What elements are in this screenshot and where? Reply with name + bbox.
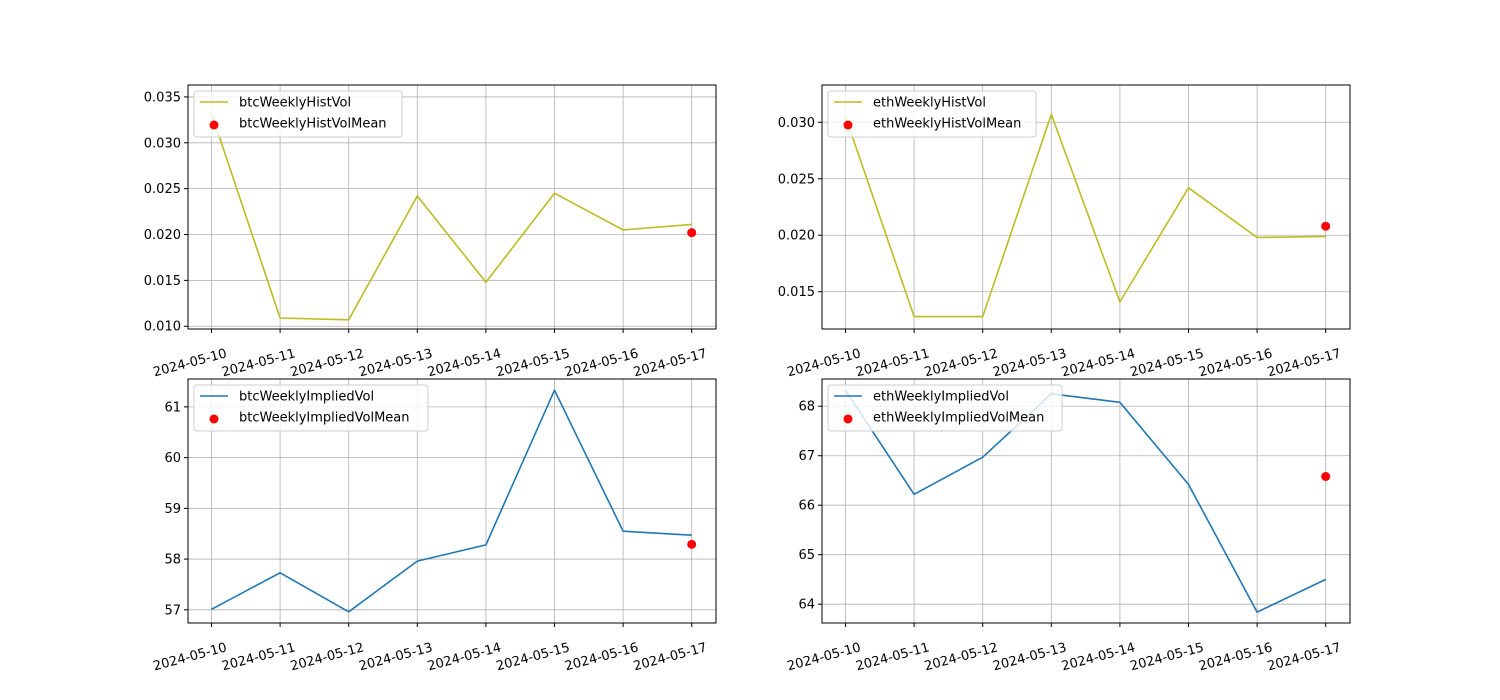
plot-frame — [187, 378, 717, 624]
legend-marker-swatch — [843, 120, 853, 130]
legend-label: ethWeeklyHistVolMean — [873, 117, 1021, 132]
x-tick-label: 2024-05-17 — [632, 640, 709, 674]
x-tick-label: 2024-05-14 — [1060, 640, 1137, 674]
x-tick-label: 2024-05-10 — [786, 346, 863, 380]
series-line-ethWeeklyImpliedVol — [844, 389, 1327, 613]
x-tick-label: 2024-05-15 — [495, 346, 572, 380]
legend-frame — [193, 90, 403, 138]
legend: ethWeeklyHistVol ethWeeklyHistVolMean — [827, 90, 1037, 138]
chart-panel-4: 64 65 66 67 68 2024-05-102024-05-112024-05-12… — [786, 378, 1351, 674]
x-tick-label: 2024-05-11 — [220, 346, 297, 380]
x-tick-label: 2024-05-10 — [152, 640, 229, 674]
legend-frame — [827, 90, 1037, 138]
x-tick-label: 2024-05-11 — [220, 640, 297, 674]
y-tick-label: 0.015 — [144, 274, 181, 289]
legend-frame — [827, 384, 1063, 432]
legend-label: btcWeeklyImpliedVol — [239, 390, 374, 405]
legend-marker-swatch — [209, 414, 219, 424]
scatter-point-ethWeeklyHistVolMean — [1321, 221, 1331, 231]
y-tick-label: 61 — [164, 400, 181, 415]
y-tick-label: 0.020 — [778, 229, 815, 244]
y-tick-label: 0.035 — [144, 90, 181, 105]
y-tick-label: 59 — [164, 502, 181, 517]
legend-label: btcWeeklyHistVolMean — [239, 117, 387, 132]
y-tick-label: 64 — [798, 598, 815, 613]
plot-frame — [187, 84, 717, 330]
y-tick-label: 0.020 — [144, 228, 181, 243]
x-tick-label: 2024-05-11 — [854, 346, 931, 380]
x-tick-label: 2024-05-13 — [991, 346, 1068, 380]
series-line-btcWeeklyImpliedVol — [211, 389, 692, 613]
x-tick-label: 2024-05-13 — [357, 640, 434, 674]
x-tick-label: 2024-05-17 — [1266, 346, 1343, 380]
scatter-point-ethWeeklyImpliedVolMean — [1321, 472, 1331, 482]
x-tick-label: 2024-05-15 — [1129, 346, 1206, 380]
x-tick-label: 2024-05-16 — [1197, 346, 1274, 380]
x-tick-label: 2024-05-13 — [991, 640, 1068, 674]
x-tick-label: 2024-05-12 — [923, 346, 1000, 380]
y-tick-label: 0.010 — [144, 320, 181, 335]
scatter-point-btcWeeklyHistVolMean — [687, 228, 697, 238]
y-tick-label: 0.030 — [778, 116, 815, 131]
x-tick-label: 2024-05-14 — [426, 640, 503, 674]
x-tick-label: 2024-05-14 — [426, 346, 503, 380]
legend-label: ethWeeklyImpliedVolMean — [873, 411, 1044, 426]
x-tick-label: 2024-05-15 — [495, 640, 572, 674]
y-tick-label: 68 — [798, 400, 815, 415]
legend: ethWeeklyImpliedVol ethWeeklyImpliedVolMe… — [827, 384, 1063, 432]
x-tick-label: 2024-05-10 — [152, 346, 229, 380]
x-tick-label: 2024-05-17 — [632, 346, 709, 380]
legend: btcWeeklyImpliedVol btcWeeklyImpliedVolMe… — [193, 384, 429, 432]
legend-marker-swatch — [209, 120, 219, 130]
legend-label: btcWeeklyHistVol — [239, 96, 351, 111]
x-tick-label: 2024-05-16 — [563, 640, 640, 674]
y-tick-label: 0.025 — [144, 182, 181, 197]
y-tick-label: 0.030 — [144, 136, 181, 151]
x-tick-label: 2024-05-12 — [289, 346, 366, 380]
x-tick-label: 2024-05-10 — [786, 640, 863, 674]
legend-label: ethWeeklyHistVol — [873, 96, 986, 111]
x-tick-label: 2024-05-12 — [923, 640, 1000, 674]
x-tick-label: 2024-05-11 — [854, 640, 931, 674]
x-tick-label: 2024-05-13 — [357, 346, 434, 380]
y-tick-label: 60 — [164, 451, 181, 466]
legend-marker-swatch — [843, 414, 853, 424]
y-tick-label: 66 — [798, 499, 815, 514]
plot-frame — [821, 84, 1351, 330]
series-line-ethWeeklyHistVol — [844, 113, 1326, 318]
chart-panel-3: 57 58 59 60 61 2024-05-102024-05-112024-05-12… — [152, 378, 717, 674]
legend-label: btcWeeklyImpliedVolMean — [239, 411, 410, 426]
chart-panel-2: 0.015 0.020 0.025 0.030 2024-05-102024-05-11… — [778, 84, 1351, 380]
legend: btcWeeklyHistVol btcWeeklyHistVolMean — [193, 90, 403, 138]
plot-frame — [821, 378, 1351, 624]
chart-panel-1: 0.010 0.015 0.020 0.025 0.030 0.035 2024-05-10… — [144, 84, 717, 380]
y-tick-label: 65 — [798, 548, 815, 563]
y-tick-label: 67 — [798, 449, 815, 464]
y-tick-label: 0.015 — [778, 285, 815, 300]
legend-label: ethWeeklyImpliedVol — [873, 390, 1009, 405]
series-line-btcWeeklyHistVol — [210, 113, 692, 321]
x-tick-label: 2024-05-12 — [289, 640, 366, 674]
y-tick-label: 0.025 — [778, 172, 815, 187]
x-tick-label: 2024-05-16 — [563, 346, 640, 380]
x-tick-label: 2024-05-15 — [1129, 640, 1206, 674]
y-tick-label: 57 — [164, 603, 181, 618]
x-tick-label: 2024-05-14 — [1060, 346, 1137, 380]
x-tick-label: 2024-05-17 — [1266, 640, 1343, 674]
scatter-point-btcWeeklyImpliedVolMean — [687, 539, 697, 549]
y-tick-label: 58 — [164, 553, 181, 568]
legend-frame — [193, 384, 429, 432]
x-tick-label: 2024-05-16 — [1197, 640, 1274, 674]
